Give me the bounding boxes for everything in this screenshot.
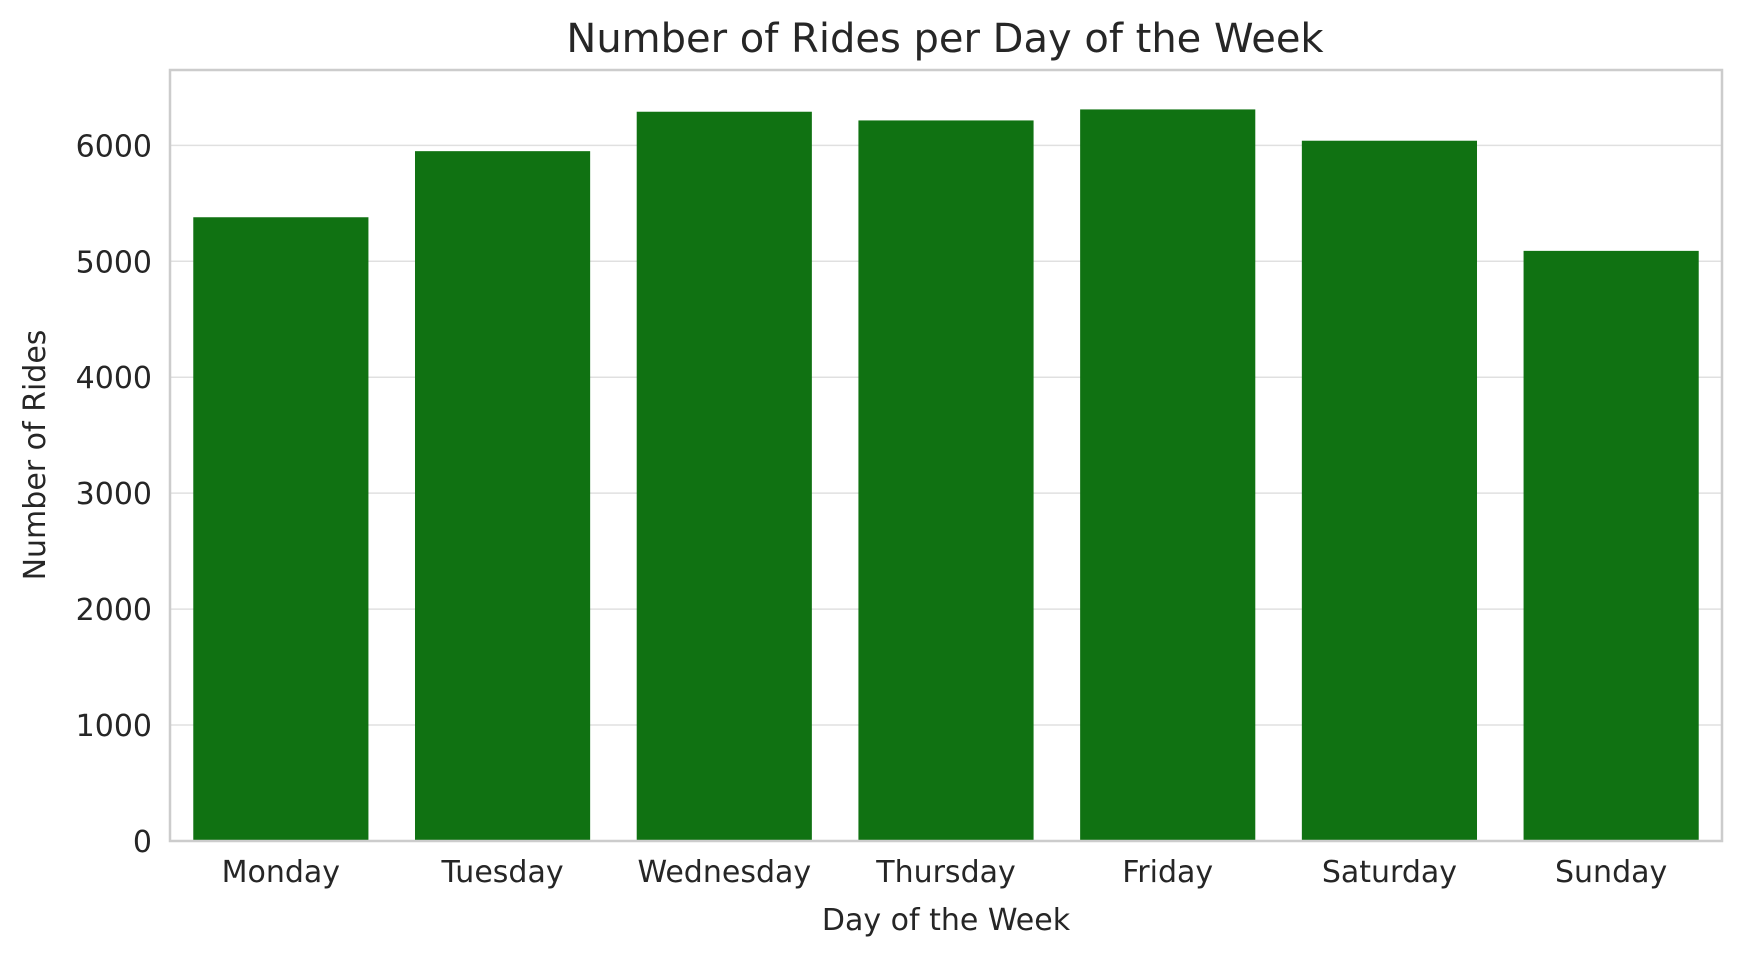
x-tick-label: Thursday xyxy=(875,855,1016,890)
bar-tuesday xyxy=(414,151,591,841)
x-tick-label: Saturday xyxy=(1322,855,1457,890)
chart-title: Number of Rides per Day of the Week xyxy=(566,16,1324,62)
y-tick-label: 6000 xyxy=(76,129,152,164)
y-tick-label: 3000 xyxy=(76,477,152,512)
x-tick-label: Wednesday xyxy=(637,855,811,890)
y-axis-ticks: 0 1000 2000 3000 4000 5000 6000 xyxy=(76,129,152,860)
bar-monday xyxy=(193,217,369,842)
x-tick-label: Tuesday xyxy=(441,855,564,890)
x-axis-ticks: Monday Tuesday Wednesday Thursday Friday Satu… xyxy=(222,855,1668,890)
bar-sunday xyxy=(1523,250,1699,842)
plot-frame xyxy=(168,68,1724,843)
y-tick-label: 1000 xyxy=(76,709,152,744)
x-tick-label: Sunday xyxy=(1555,855,1667,890)
bar-friday xyxy=(1080,109,1256,841)
x-axis-label: Day of the Week xyxy=(822,903,1071,938)
x-tick-label: Friday xyxy=(1122,855,1213,890)
y-tick-label: 4000 xyxy=(76,361,152,396)
y-tick-label: 0 xyxy=(133,825,152,860)
bar-saturday xyxy=(1301,140,1478,841)
bar-wednesday xyxy=(636,111,812,841)
y-axis-label: Number of Rides xyxy=(18,330,53,581)
bars xyxy=(193,109,1699,842)
y-tick-label: 5000 xyxy=(76,245,152,280)
bar-thursday xyxy=(858,120,1034,841)
y-tick-label: 2000 xyxy=(76,593,152,628)
x-tick-label: Monday xyxy=(222,855,340,890)
